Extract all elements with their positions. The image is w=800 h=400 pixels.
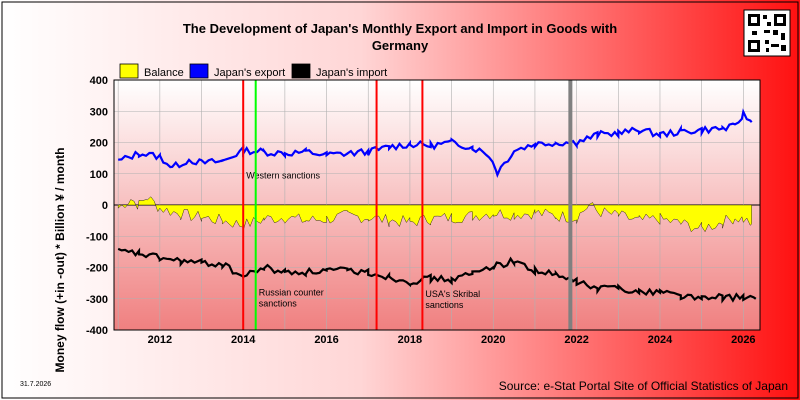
x-tick-label: 2022: [564, 334, 588, 346]
series-balance-area: [117, 196, 752, 233]
date-stamp: 31.7.2026: [20, 381, 51, 388]
chart-title-line2: Germany: [372, 38, 429, 53]
y-axis-label: Money flow (+in -out) * Billion ¥ / mont…: [53, 148, 67, 373]
legend-swatch-balance: [119, 63, 139, 79]
event-label: USA's Skribal: [425, 289, 480, 299]
chart-title-line1: The Development of Japan's Monthly Expor…: [183, 21, 617, 36]
x-tick-label: 2020: [481, 334, 505, 346]
y-tick-label: -300: [86, 294, 108, 306]
event-label: Russian counter: [259, 288, 324, 298]
y-tick-label: 100: [90, 169, 108, 181]
x-tick-label: 2024: [648, 334, 673, 346]
series-export-line: [118, 108, 753, 179]
axes: 400 300 200 100 0 -100 -200 -300 -400 2012 2014 201…: [86, 75, 756, 346]
legend-label-balance: Balance: [144, 67, 184, 79]
legend: Balance Japan's export Japan's import: [119, 63, 387, 79]
x-tick-label: 2026: [731, 334, 755, 346]
x-tick-label: 2016: [314, 334, 338, 346]
legend-label-export: Japan's export: [214, 67, 285, 79]
event-label: sanctions: [259, 299, 298, 309]
legend-swatch-export: [189, 63, 209, 79]
event-label: sanctions: [425, 300, 464, 310]
legend-swatch-import: [291, 63, 311, 79]
source-note: Source: e-Stat Portal Site of Official S…: [499, 379, 788, 393]
y-tick-label: 300: [90, 106, 108, 118]
series-layer: [117, 108, 757, 304]
plot-frame: [113, 79, 761, 331]
legend-label-import: Japan's import: [316, 67, 387, 79]
y-tick-label: 400: [90, 75, 108, 87]
y-tick-label: 0: [102, 200, 108, 212]
y-tick-label: -100: [86, 231, 108, 243]
y-tick-label: -200: [86, 263, 108, 275]
x-tick-label: 2012: [148, 334, 172, 346]
x-tick-label: 2018: [398, 334, 422, 346]
event-label: Western sanctions: [246, 170, 320, 180]
series-import-line: [117, 247, 757, 304]
qr-code-icon: [743, 9, 791, 57]
x-tick-label: 2014: [231, 334, 256, 346]
y-tick-label: 200: [90, 138, 108, 150]
y-tick-label: -400: [86, 325, 108, 337]
